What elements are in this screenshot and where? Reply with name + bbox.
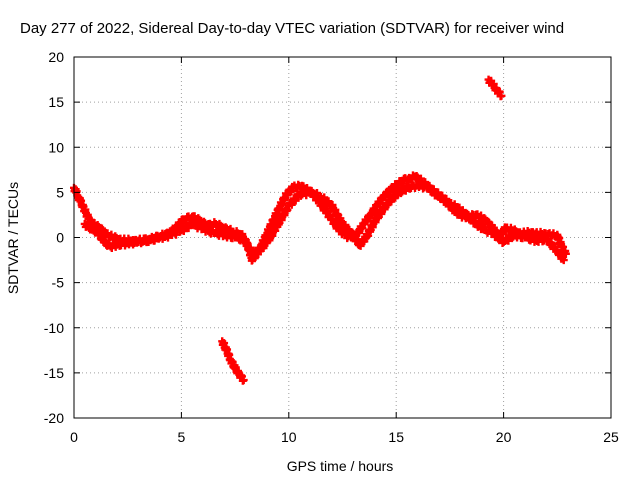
data-points: [70, 75, 570, 385]
series-2: [80, 180, 568, 265]
y-axis-label: SDTVAR / TECUs: [5, 182, 21, 294]
series-4: [484, 75, 506, 101]
chart-title: Day 277 of 2022, Sidereal Day-to-day VTE…: [20, 20, 564, 37]
data-point-fill: [496, 92, 505, 101]
x-axis-label: GPS time / hours: [287, 458, 394, 474]
x-tick-label: 20: [496, 429, 512, 445]
y-tick-label: -15: [44, 365, 64, 381]
data-point-fill: [558, 252, 567, 261]
x-tick-label: 15: [388, 429, 404, 445]
y-tick-label: 10: [48, 139, 64, 155]
y-tick-label: 5: [56, 184, 64, 200]
y-tick-label: -10: [44, 320, 64, 336]
data-point-fill: [210, 218, 219, 227]
grid-lines: [74, 57, 611, 418]
y-tick-label: 20: [48, 49, 64, 65]
data-point-fill: [561, 246, 570, 255]
x-tick-label: 25: [603, 429, 619, 445]
data-point-fill: [380, 205, 389, 214]
y-axis: -20 -15 -10 -5 0 5 10 15 20: [44, 49, 611, 426]
y-tick-label: 15: [48, 94, 64, 110]
x-tick-label: 10: [281, 429, 297, 445]
y-tick-label: -5: [52, 275, 65, 291]
data-point-fill: [397, 179, 406, 188]
series-3: [218, 337, 248, 385]
y-tick-label: -20: [44, 410, 64, 426]
data-point-fill: [238, 376, 247, 385]
x-tick-label: 0: [70, 429, 78, 445]
y-tick-label: 0: [56, 230, 64, 246]
x-axis: 0 5 10 15 20 25: [70, 57, 619, 445]
x-tick-label: 5: [178, 429, 186, 445]
